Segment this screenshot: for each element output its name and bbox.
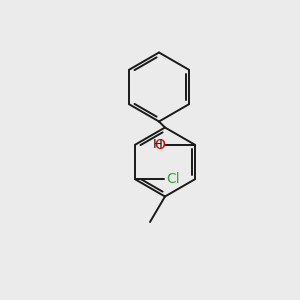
Text: Cl: Cl [166,172,180,186]
Text: H: H [153,138,163,151]
Text: O: O [154,138,165,152]
